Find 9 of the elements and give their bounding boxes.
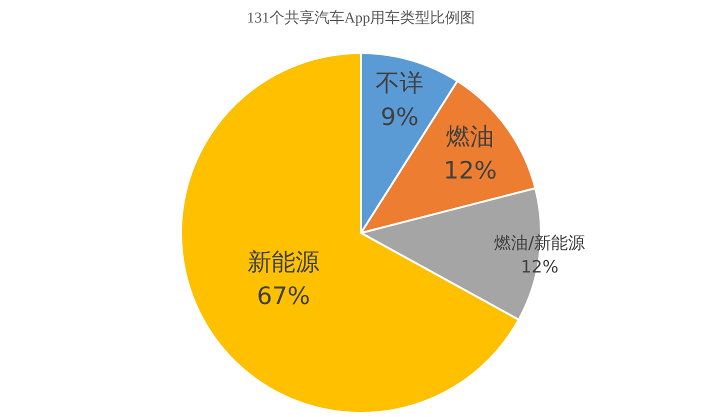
slice-label: 燃油/新能源 (494, 234, 585, 254)
data-label: 12% (520, 258, 558, 278)
data-label: 12% (444, 156, 497, 185)
slice-label: 新能源 (248, 248, 320, 276)
data-label: 9% (380, 102, 419, 131)
data-label: 67% (256, 282, 310, 310)
slice-label: 不详 (376, 68, 424, 97)
slice-label: 燃油 (446, 122, 494, 151)
chart-title: 131个共享汽车App用车类型比例图 (246, 10, 476, 26)
